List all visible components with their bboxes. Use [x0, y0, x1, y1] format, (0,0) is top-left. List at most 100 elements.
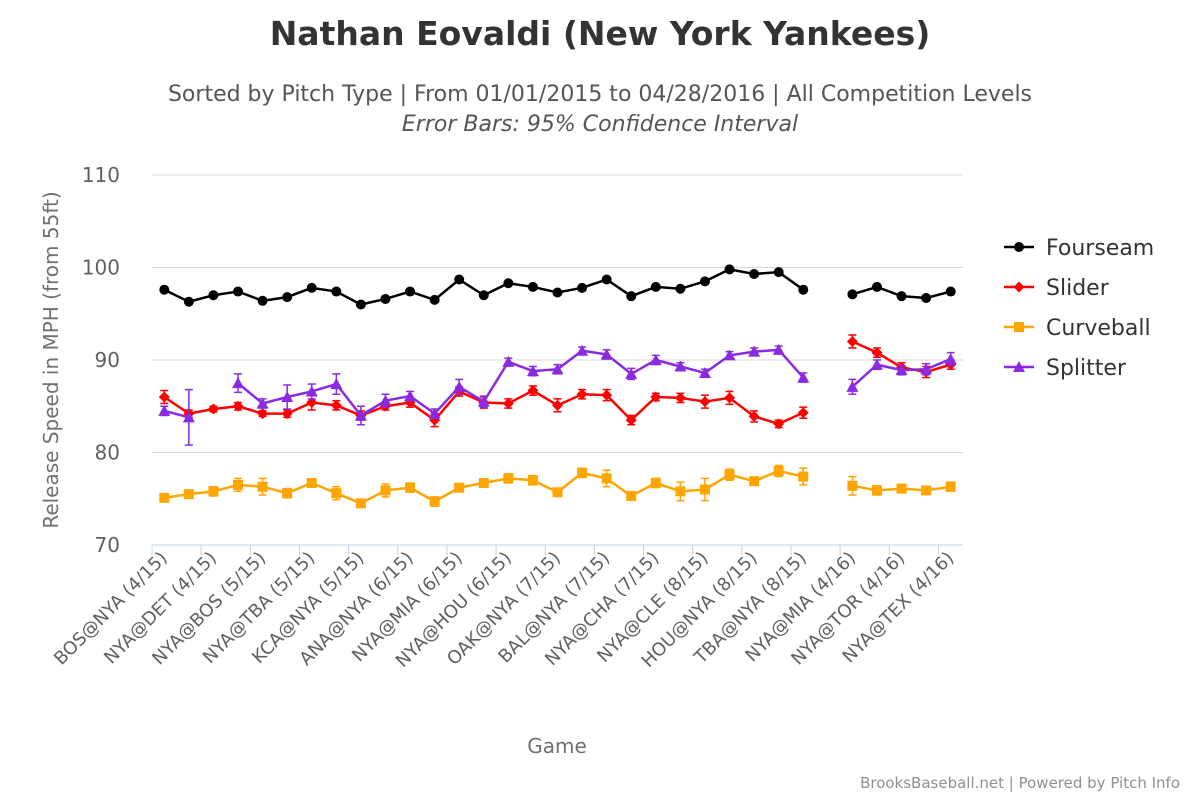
- splitter-point: [920, 363, 933, 375]
- slider-point: [158, 391, 170, 403]
- series-curveball: [159, 464, 956, 509]
- splitter-point: [576, 344, 589, 356]
- curveball-point: [847, 480, 858, 491]
- slider-point: [207, 403, 219, 415]
- fourseam-point: [282, 292, 293, 303]
- fourseam-point: [675, 283, 686, 294]
- curveball-point: [626, 490, 637, 501]
- splitter-point: [428, 407, 441, 419]
- y-tick-label: 70: [95, 533, 120, 557]
- splitter-point: [182, 411, 195, 423]
- splitter-point: [404, 390, 417, 402]
- splitter-point: [453, 380, 466, 392]
- slider-point: [846, 336, 858, 347]
- fourseam-point: [871, 281, 882, 292]
- fourseam-point: [773, 267, 784, 278]
- curveball-point: [552, 487, 563, 498]
- curveball-point: [749, 476, 760, 487]
- y-axis-title: Release Speed in MPH (from 55ft): [39, 191, 63, 528]
- chart-title: Nathan Eovaldi (New York Yankees): [269, 14, 931, 53]
- splitter-point: [232, 377, 245, 389]
- curveball-point: [945, 481, 956, 492]
- splitter-point: [330, 378, 343, 390]
- curveball-point: [798, 471, 809, 482]
- fourseam-point: [503, 278, 514, 289]
- chart-subtitle-error-bars: Error Bars: 95% Confidence Interval: [401, 112, 799, 137]
- splitter-point: [748, 345, 761, 357]
- fourseam-point: [380, 293, 391, 304]
- splitter-point: [846, 380, 859, 392]
- splitter-point: [379, 394, 392, 406]
- chart-subtitle: Sorted by Pitch Type | From 01/01/2015 t…: [167, 82, 1033, 107]
- slider-point: [330, 399, 342, 411]
- curveball-point: [773, 466, 784, 476]
- fourseam-point: [478, 290, 489, 301]
- fourseam-point: [601, 274, 612, 285]
- slider-point: [527, 385, 539, 397]
- fourseam-point: [208, 290, 219, 301]
- legend-item-curveball[interactable]: Curveball: [1004, 316, 1151, 341]
- splitter-point: [625, 367, 638, 379]
- fourseam-point: [749, 268, 760, 279]
- slider-point: [576, 388, 588, 400]
- fourseam-point: [527, 281, 538, 292]
- curveball-point: [577, 467, 588, 478]
- curveball-point: [675, 486, 686, 497]
- slider-point: [699, 396, 711, 408]
- curveball-point: [478, 478, 489, 489]
- curveball-point: [380, 485, 391, 496]
- legend-item-fourseam[interactable]: Fourseam: [1004, 236, 1154, 261]
- slider-point: [773, 418, 785, 430]
- legend-label: Slider: [1046, 276, 1110, 301]
- splitter-point: [649, 354, 662, 365]
- fourseam-line: [163, 268, 952, 306]
- curveball-point: [159, 492, 170, 503]
- curveball-point: [699, 484, 710, 495]
- curveball-point: [429, 496, 440, 507]
- fourseam-point: [577, 282, 588, 293]
- legend-marker: [1013, 361, 1025, 372]
- y-tick-label: 100: [82, 256, 120, 280]
- fourseam-point: [355, 299, 366, 310]
- legend-item-slider[interactable]: Slider: [1004, 276, 1110, 301]
- slider-point: [232, 400, 244, 412]
- fourseam-point: [405, 286, 416, 297]
- splitter-point: [502, 355, 515, 367]
- fourseam-point: [233, 286, 244, 297]
- slider-point: [601, 389, 613, 401]
- fourseam-point: [454, 274, 465, 285]
- fourseam-point: [626, 291, 637, 302]
- fourseam-point: [798, 284, 809, 295]
- splitter-point: [281, 391, 294, 402]
- splitter-point: [895, 364, 908, 376]
- splitter-point: [772, 343, 785, 355]
- splitter-point: [551, 363, 564, 375]
- fourseam-point: [552, 287, 563, 298]
- legend-marker: [1014, 242, 1024, 252]
- slider-point: [871, 347, 883, 359]
- fourseam-point: [921, 293, 932, 304]
- slider-point: [724, 392, 736, 404]
- curveball-point: [921, 485, 932, 496]
- curveball-line: [164, 469, 951, 505]
- slider-point: [797, 407, 809, 419]
- legend-item-splitter[interactable]: Splitter: [1004, 356, 1127, 381]
- credits[interactable]: BrooksBaseball.net | Powered by Pitch In…: [860, 774, 1180, 792]
- legend-label: Fourseam: [1046, 236, 1154, 261]
- curveball-point: [183, 489, 194, 500]
- slider-point: [257, 408, 269, 420]
- splitter-point: [477, 395, 490, 407]
- fourseam-point: [945, 286, 956, 297]
- curveball-point: [331, 488, 342, 499]
- curveball-point: [208, 486, 219, 497]
- slider-point: [650, 391, 662, 403]
- curveball-point: [454, 482, 465, 493]
- slider-point: [281, 408, 293, 420]
- legend-marker: [1014, 322, 1024, 332]
- y-tick-label: 110: [82, 163, 120, 187]
- fourseam-point: [331, 286, 342, 297]
- y-tick-label: 90: [95, 348, 120, 372]
- fourseam-point: [650, 281, 661, 292]
